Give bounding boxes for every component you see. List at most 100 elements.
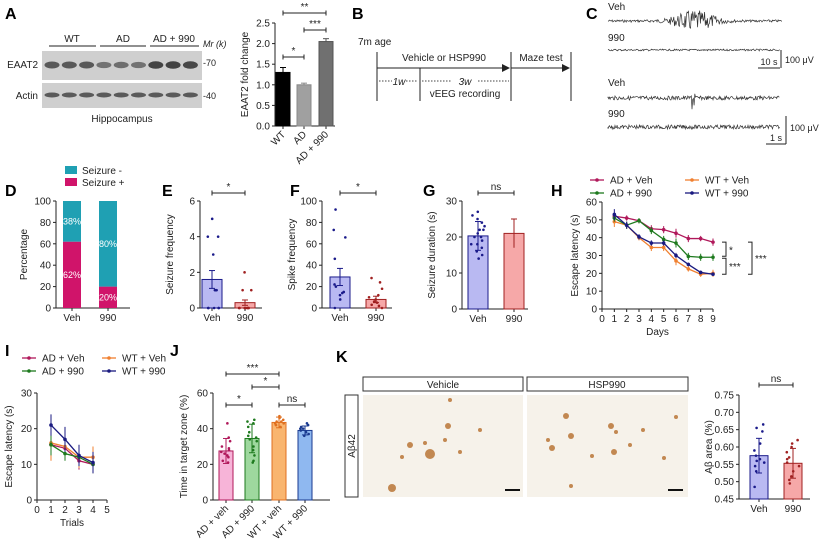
data-point [674,231,678,236]
data-point [238,306,241,310]
data-point [304,430,308,434]
x-tick-label: Veh [331,313,348,324]
x-tick-label: Veh [63,313,80,324]
actin-band [61,92,77,98]
legend-marker [107,356,111,360]
eeg-top-veh-label: Veh [608,2,625,13]
significance-label: *** [729,262,741,273]
blot-group-ad-990: AD + 990 [153,34,195,45]
data-point [91,460,95,465]
data-point [637,234,641,239]
data-point [252,422,255,425]
data-point [790,475,793,478]
data-point [476,210,480,214]
data-point [674,241,678,245]
eaat2-band [131,61,146,69]
data-point [249,288,253,292]
y-tick-label: 40 [40,261,52,272]
stain-label: Aβ42 [347,434,358,458]
data-point [49,423,53,427]
y-tick-label: 20 [197,460,209,471]
chart-panel-k: 0.45 0.50 0.55 0.60 0.65 0.70 0.75 Aβ area (%) V… [704,374,810,515]
eaat2-band [44,61,60,69]
y-tick-label: 0.0 [256,122,270,133]
y-tick-label: 60 [306,239,318,250]
series-wt-990 [612,209,715,277]
panel-label-g: G [423,183,435,200]
series-ad-990 [612,214,715,261]
x-tick-label: 0 [599,314,605,325]
timeline-maze: Maze test [519,53,563,64]
data-point [243,271,246,274]
plaque-dot [407,442,413,448]
data-point [248,438,252,441]
data-point [247,306,251,310]
plaque-dot [549,445,555,451]
blot-row-actin: Actin [16,91,38,102]
eaat2-band [96,61,112,69]
data-point [753,449,756,452]
eeg-trace-veh-seizure [607,10,782,29]
plaque-dot [425,449,435,459]
data-point [334,208,337,211]
data-point [211,253,215,256]
blot-row-eaat2: EAAT2 [7,60,38,71]
data-point [243,306,247,310]
legend-marker [27,356,31,360]
data-point [306,423,310,427]
legend-label: AD + 990 [610,189,652,200]
data-point [762,461,766,464]
legend-label: WT + 990 [122,367,166,378]
data-point [686,236,691,241]
data-point [469,242,473,246]
data-point [63,451,67,456]
plaque-dot [614,430,618,434]
eaat2-band [165,61,181,69]
legend-label: AD + 990 [42,367,84,378]
panel-label-d: D [5,183,17,200]
data-point [301,427,305,430]
plaque-dot [628,443,632,447]
western-blot: WT AD AD + 990 Mr (k) EAAT2 Actin -70 -4… [7,34,226,125]
eeg-bottom-amp-scale: 100 μV [790,123,819,133]
y-tick-label: 2.0 [256,39,270,50]
legend-marker [27,369,31,373]
plaque-dot [458,450,462,454]
eeg-trace-990 [607,48,780,52]
y-axis-label: Percentage [19,228,30,280]
data-point [241,288,244,292]
data-point [375,301,379,304]
data-point [476,217,479,221]
legend-label: Seizure - [82,166,122,177]
x-tick-label: WT [269,129,288,148]
plaque-dot [662,456,666,460]
actin-band [131,92,146,98]
data-point [686,254,691,259]
data-point [753,464,757,468]
data-point [478,228,481,232]
marker-40: -40 [203,91,216,101]
y-tick-label: 0 [591,305,597,316]
legend-marker [690,191,694,195]
data-point [790,442,794,445]
data-point [476,242,479,246]
data-point [77,453,81,458]
eeg-trace-990-detail [607,123,780,131]
data-point [282,422,285,425]
x-tick-label: 8 [698,314,704,325]
data-point [698,270,703,275]
plaque-dot [563,413,569,419]
y-tick-label: 0.70 [715,408,735,419]
y-tick-label: 0 [311,304,317,315]
timeline-recording: vEEG recording [430,89,501,100]
significance-label: ** [301,2,309,13]
panel-label-c: C [586,6,598,23]
data-point [785,457,789,461]
data-point [333,257,337,261]
plaque-dot [423,441,427,445]
panel-label-k: K [336,349,348,366]
data-point [661,237,666,242]
